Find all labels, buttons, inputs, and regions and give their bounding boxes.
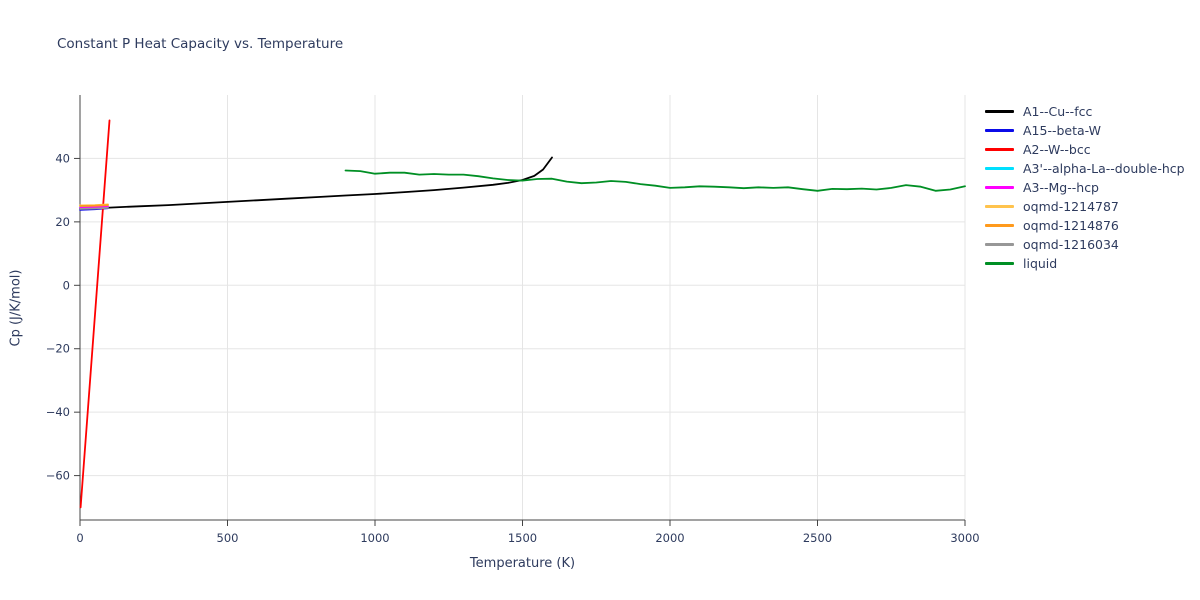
x-tick-label: 2500 [803, 531, 832, 545]
legend-item: A3'--alpha-La--double-hcp [985, 161, 1185, 176]
legend-swatch [985, 110, 1014, 113]
x-tick-label: 1000 [360, 531, 389, 545]
legend-label: A2--W--bcc [1023, 142, 1091, 157]
legend-label: liquid [1023, 256, 1058, 271]
series-line-A2--W--bcc [79, 119, 111, 509]
legend-item: A1--Cu--fcc [985, 104, 1185, 119]
x-tick-label: 0 [76, 531, 83, 545]
x-tick-label: 3000 [950, 531, 979, 545]
legend-label: A3'--alpha-La--double-hcp [1023, 161, 1185, 176]
legend-swatch [985, 243, 1014, 246]
series-line-A3--Mg--hcp [79, 205, 109, 209]
legend-swatch [985, 186, 1014, 189]
y-tick-label: −20 [46, 342, 70, 356]
legend-swatch [985, 205, 1014, 208]
series-line-liquid [344, 169, 966, 192]
legend-item: A15--beta-W [985, 123, 1185, 138]
series-line-A1--Cu--fcc [79, 156, 553, 210]
legend-label: A3--Mg--hcp [1023, 180, 1099, 195]
chart-title: Constant P Heat Capacity vs. Temperature [57, 36, 344, 52]
legend-label: oqmd-1214787 [1023, 199, 1119, 214]
legend-swatch [985, 224, 1014, 227]
legend-swatch [985, 262, 1014, 265]
y-tick-label: −40 [46, 405, 70, 419]
x-tick-label: 1500 [508, 531, 537, 545]
legend-swatch [985, 148, 1014, 151]
y-axis-label: Cp (J/K/mol) [8, 269, 24, 347]
legend-item: liquid [985, 256, 1185, 271]
legend-label: A15--beta-W [1023, 123, 1102, 138]
legend-label: oqmd-1216034 [1023, 237, 1119, 252]
x-axis-label: Temperature (K) [469, 556, 576, 571]
legend: A1--Cu--fcc A15--beta-W A2--W--bcc A3'--alp… [985, 104, 1185, 271]
legend-item: oqmd-1214787 [985, 199, 1185, 214]
legend-item: oqmd-1214876 [985, 218, 1185, 233]
legend-item: A3--Mg--hcp [985, 180, 1185, 195]
y-tick-label: 40 [55, 151, 70, 165]
series-line-oqmd-1214876 [79, 204, 109, 207]
legend-swatch [985, 129, 1014, 132]
legend-label: oqmd-1214876 [1023, 218, 1119, 233]
y-tick-label: −60 [46, 469, 70, 483]
x-tick-label: 500 [217, 531, 239, 545]
y-tick-label: 0 [63, 278, 70, 292]
legend-item: A2--W--bcc [985, 142, 1185, 157]
legend-swatch [985, 167, 1014, 170]
series-line-oqmd-1216034 [79, 206, 109, 210]
x-tick-label: 2000 [655, 531, 684, 545]
legend-label: A1--Cu--fcc [1023, 104, 1093, 119]
legend-item: oqmd-1216034 [985, 237, 1185, 252]
y-tick-label: 20 [55, 215, 70, 229]
